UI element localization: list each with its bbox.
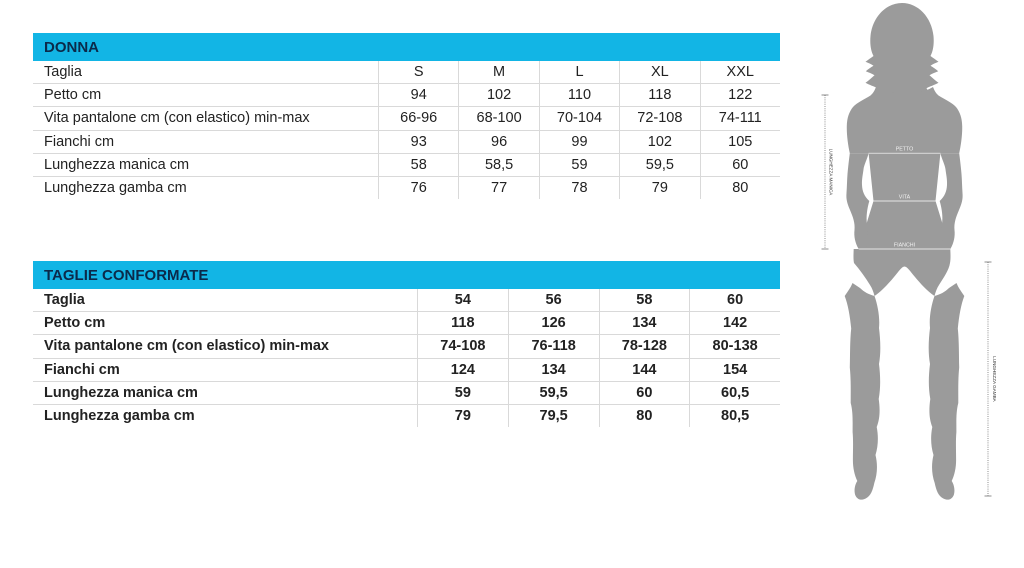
svg-text:VITA: VITA xyxy=(899,194,911,200)
svg-text:LUNGHEZZA GAMBA: LUNGHEZZA GAMBA xyxy=(992,356,997,402)
svg-text:FIANCHI: FIANCHI xyxy=(894,242,915,248)
svg-text:PETTO: PETTO xyxy=(896,147,914,153)
svg-text:LUNGHEZZA MANICA: LUNGHEZZA MANICA xyxy=(829,149,834,197)
